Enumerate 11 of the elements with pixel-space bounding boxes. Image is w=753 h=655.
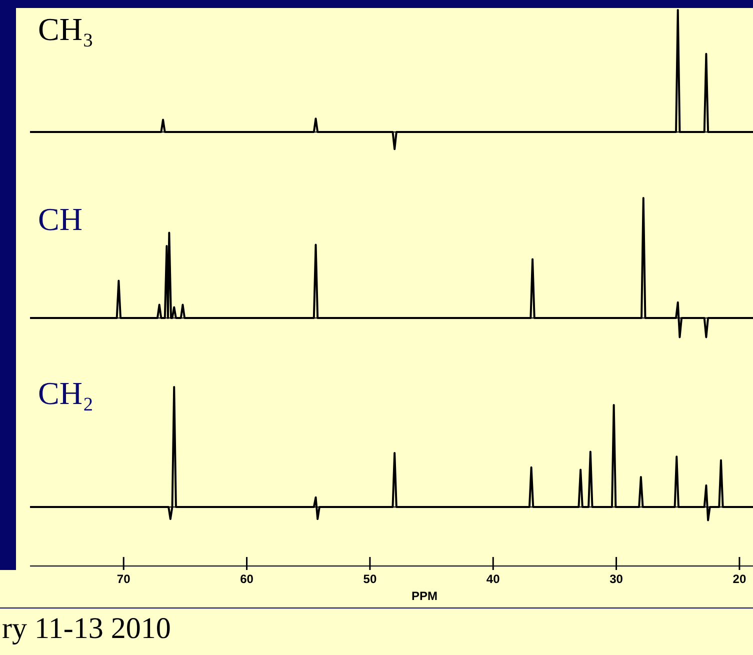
x-tick-label: 70 (116, 572, 131, 586)
chart-title: CH₃ (38, 11, 94, 47)
x-tick-label: 50 (363, 572, 377, 586)
x-axis-title: PPM (411, 589, 438, 603)
chart-title: CH₂ (38, 375, 94, 411)
x-tick-label: 60 (240, 572, 254, 586)
x-tick-label: 30 (610, 572, 624, 586)
x-tick-label: 40 (486, 572, 500, 586)
text: ry 11-13 2010 (2, 612, 171, 645)
chart-title: CH (38, 201, 82, 237)
x-tick-label: 20 (732, 572, 746, 586)
